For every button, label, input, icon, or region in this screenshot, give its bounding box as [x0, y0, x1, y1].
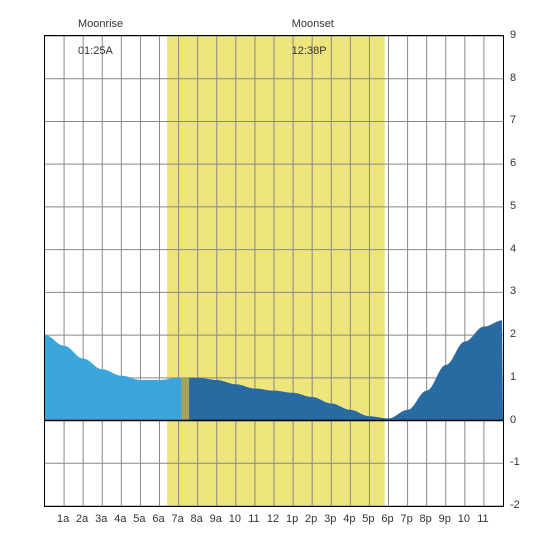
- x-tick-label: 10: [458, 513, 470, 525]
- x-tick-label: 9a: [210, 513, 222, 525]
- x-tick-label: 8a: [191, 513, 203, 525]
- y-tick-label: 3: [510, 285, 516, 297]
- y-tick-label: 1: [510, 371, 516, 383]
- y-tick-label: 4: [510, 243, 516, 255]
- x-tick-label: 2a: [76, 513, 88, 525]
- x-tick-label: 7p: [400, 513, 412, 525]
- x-tick-label: 11: [477, 513, 488, 525]
- x-tick-label: 3a: [95, 513, 107, 525]
- x-tick-label: 12: [267, 513, 279, 525]
- moonset-annotation: Moonset 12:38P: [279, 5, 333, 71]
- x-tick-label: 5a: [133, 513, 145, 525]
- x-tick-label: 3p: [324, 513, 336, 525]
- y-tick-label: 0: [510, 414, 516, 426]
- y-tick-label: 2: [510, 328, 516, 340]
- x-tick-label: 5p: [362, 513, 374, 525]
- y-tick-label: 6: [510, 157, 516, 169]
- x-tick-label: 2p: [305, 513, 317, 525]
- y-tick-label: 9: [510, 29, 516, 41]
- y-tick-label: 7: [510, 114, 516, 126]
- x-tick-label: 7a: [171, 513, 183, 525]
- x-tick-label: 4p: [343, 513, 355, 525]
- moonrise-annotation: Moonrise 01:25A: [66, 5, 123, 71]
- y-tick-label: 5: [510, 200, 516, 212]
- y-tick-label: 8: [510, 72, 516, 84]
- x-tick-label: 11: [248, 513, 259, 525]
- y-tick-label: -2: [510, 499, 520, 511]
- plot-svg: [45, 36, 503, 506]
- x-tick-label: 1p: [286, 513, 298, 525]
- y-tick-label: -1: [510, 456, 520, 468]
- x-tick-label: 6p: [381, 513, 393, 525]
- x-tick-label: 1a: [57, 513, 69, 525]
- x-tick-label: 8p: [420, 513, 432, 525]
- x-tick-label: 4a: [114, 513, 126, 525]
- x-tick-label: 6a: [152, 513, 164, 525]
- moonset-title: Moonset: [292, 18, 334, 30]
- tide-chart: Moonrise 01:25A Moonset 12:38P 1a 2a 3a 4a 5…: [0, 0, 550, 550]
- moonrise-time: 01:25A: [78, 45, 113, 57]
- moonrise-title: Moonrise: [78, 18, 123, 30]
- x-tick-label: 10: [229, 513, 241, 525]
- x-tick-label: 9p: [439, 513, 451, 525]
- plot-area: [44, 35, 504, 507]
- moonset-time: 12:38P: [292, 45, 327, 57]
